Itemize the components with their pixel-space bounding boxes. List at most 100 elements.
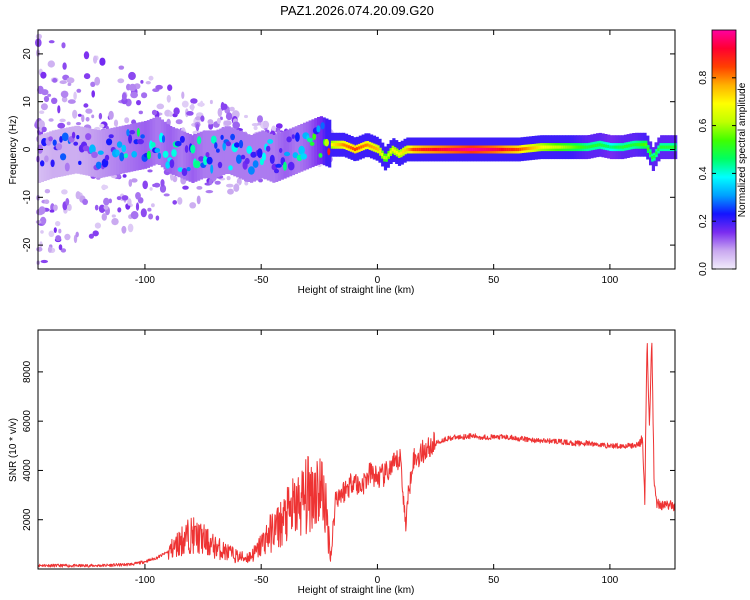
spectrogram-cell — [227, 126, 231, 174]
spectrogram-cell — [504, 147, 508, 152]
spectrogram-cell — [356, 147, 359, 151]
spectrogram-cell — [327, 147, 331, 156]
spectrogram-cell — [262, 120, 270, 129]
spectrogram-cell — [236, 154, 242, 164]
spectrogram-cell — [202, 130, 206, 179]
spectrogram-cell — [67, 99, 76, 104]
spectrogram-cell — [155, 215, 160, 221]
spectrogram-cell — [592, 144, 596, 148]
colorbar-tick-label: 0.0 — [698, 262, 709, 276]
spectrogram-cell — [387, 153, 390, 157]
spectrogram-cell — [362, 144, 365, 148]
spectrogram-cell — [366, 143, 370, 147]
spectrogram-cell — [166, 118, 171, 126]
spectrogram-cell — [216, 148, 220, 153]
spectrogram-cell — [550, 145, 554, 149]
spectrogram-cell — [414, 147, 418, 152]
spectrogram-cell — [596, 143, 600, 147]
spectrogram-cell — [127, 124, 131, 173]
spectrogram-cell — [152, 183, 157, 187]
spectrogram-cell — [99, 123, 105, 128]
spectrogram-cell — [101, 213, 108, 221]
spectrogram-cell — [63, 128, 67, 176]
spectrogram-cell — [266, 145, 271, 152]
spectrogram-cell — [584, 145, 587, 149]
spectrogram-cell — [59, 80, 67, 85]
spectrogram-cell — [234, 142, 240, 148]
spectrogram-cell — [335, 143, 338, 147]
spectrogram-cell — [579, 145, 583, 149]
spectrogram-cell — [177, 129, 181, 178]
spectrogram-cell — [57, 122, 66, 129]
spectrogram-x-tick-label: -50 — [254, 275, 269, 286]
colorbar-gradient — [711, 29, 737, 270]
spectrogram-cell — [653, 155, 656, 159]
spectrogram-cell — [238, 130, 243, 179]
spectrogram-cell — [540, 145, 543, 149]
spectrogram-cell — [644, 143, 648, 147]
spectrogram-cell — [536, 145, 539, 150]
spectrogram-cell — [502, 147, 506, 152]
spectrogram-cell — [510, 147, 514, 152]
spectrogram-cell — [569, 145, 573, 149]
spectrogram-cell — [135, 202, 140, 211]
spectrogram-cell — [244, 133, 248, 181]
spectrogram-cell — [423, 147, 426, 152]
spectrogram-cell — [151, 109, 158, 116]
spectrogram-cell — [590, 144, 593, 148]
spectrogram-cell — [508, 147, 512, 152]
spectrogram-cell — [136, 100, 141, 106]
spectrogram-cell — [314, 118, 318, 166]
spectrogram-cell — [216, 129, 220, 178]
spectrogram-cell — [101, 184, 109, 190]
spectrogram-cell — [172, 200, 177, 205]
spectrogram-cell — [57, 129, 61, 177]
spectrogram-cell — [54, 129, 58, 178]
spectrogram-cell — [250, 135, 254, 183]
spectrogram-cell — [150, 142, 156, 148]
spectrogram-cell — [61, 132, 69, 142]
spectrogram-cell — [244, 157, 250, 165]
spectrogram-cell — [228, 165, 233, 171]
spectrogram-cell — [443, 147, 447, 152]
spectrogram-cell — [274, 168, 279, 174]
spectrogram-cell — [40, 259, 48, 264]
spectrogram-cell — [44, 199, 50, 204]
spectrogram-cell — [91, 114, 95, 119]
spectrogram-cell — [167, 84, 173, 91]
spectrogram-cell — [94, 222, 101, 229]
spectrogram-cell — [330, 143, 334, 147]
spectrogram-cell — [160, 179, 165, 187]
spectrogram-cell — [262, 152, 266, 161]
snr-y-ticks: 2000 4000 6000 8000 — [22, 360, 675, 531]
spectrogram-cell — [586, 145, 589, 149]
spectrogram-cell — [138, 110, 143, 115]
spectrogram-cell — [219, 116, 223, 121]
spectrogram-cell — [155, 84, 163, 90]
spectrogram-cell — [210, 164, 214, 174]
spectrogram-cell — [244, 181, 249, 186]
spectrogram-cell — [52, 139, 57, 146]
spectrogram-cell — [287, 161, 295, 171]
spectrogram-cell — [275, 134, 279, 182]
spectrogram-cell — [196, 136, 202, 145]
spectrogram-cell — [64, 233, 71, 241]
spectrogram-cell — [230, 127, 234, 176]
spectrogram-cell — [55, 235, 62, 242]
snr-y-tick-label: 8000 — [22, 360, 33, 383]
spectrogram-cell — [247, 134, 251, 182]
spectrogram-cell — [71, 126, 75, 175]
spectrogram-cell — [632, 143, 635, 147]
spectrogram-cell — [385, 156, 388, 160]
spectrogram-cell — [40, 71, 47, 79]
spectrogram-cell — [646, 147, 650, 151]
spectrogram-cell — [165, 161, 171, 169]
spectrogram-cell — [462, 147, 466, 152]
spectrogram-cell — [130, 123, 134, 172]
spectrogram-cell — [78, 160, 82, 165]
spectrogram-cell — [404, 148, 407, 152]
spectrogram-cell — [214, 180, 221, 185]
spectrogram-cell — [291, 127, 296, 176]
spectrogram-cell — [158, 117, 162, 165]
